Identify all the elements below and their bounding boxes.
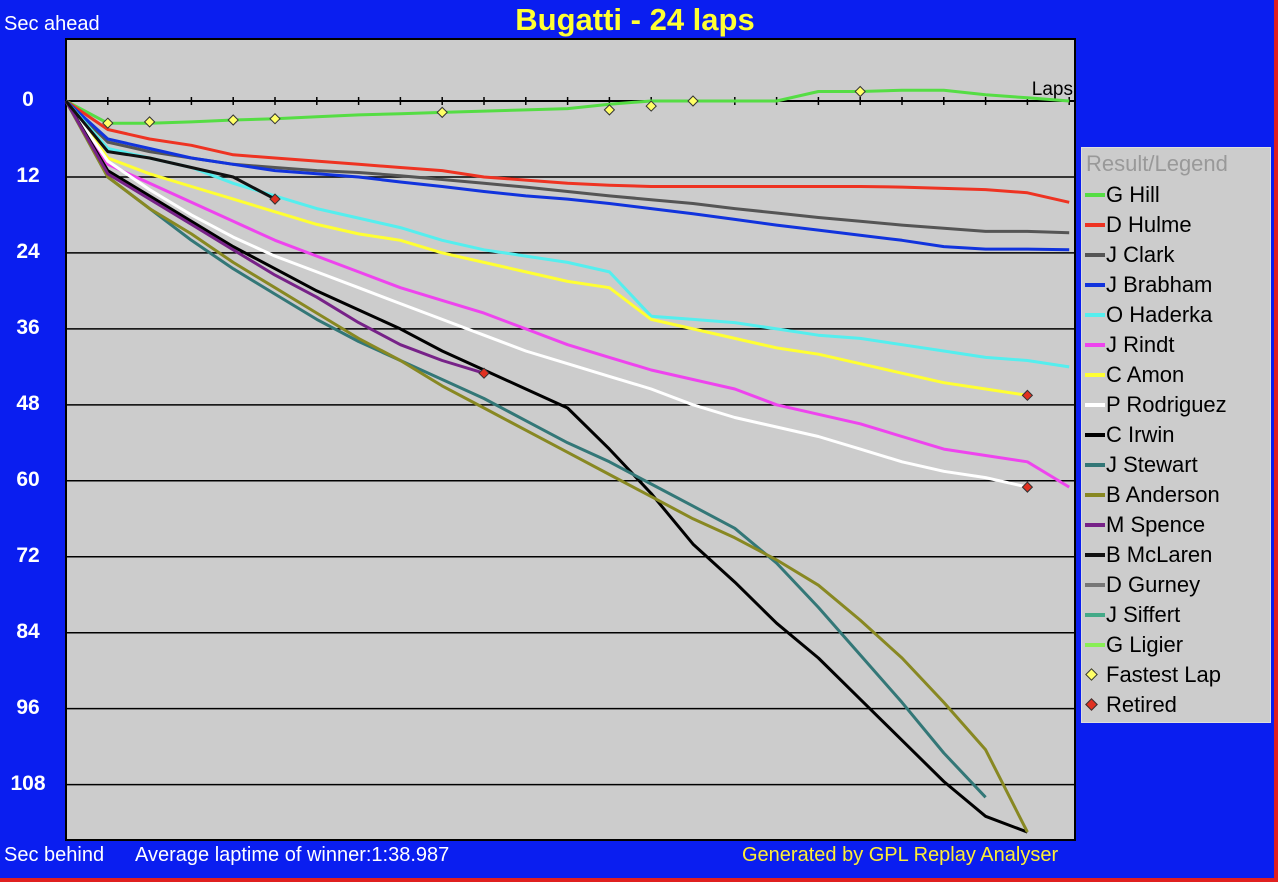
retired-marker-2	[1021, 389, 1034, 402]
legend-swatch	[1085, 643, 1105, 647]
fastest-lap-marker-7	[687, 95, 699, 107]
legend-swatch	[1085, 493, 1105, 497]
fastest-lap-marker-3	[269, 113, 281, 125]
legend-item: P Rodriguez	[1082, 390, 1270, 420]
legend-item: J Rindt	[1082, 330, 1270, 360]
legend: Result/Legend G Hill D Hulme J Clark J Brab…	[1081, 147, 1271, 723]
legend-swatch	[1085, 373, 1105, 377]
legend-swatch	[1085, 403, 1105, 407]
legend-item: J Brabham	[1082, 270, 1270, 300]
series-line-c-irwin	[64, 100, 1028, 834]
y-tick-label-0: 0	[22, 88, 34, 111]
legend-item: Fastest Lap	[1082, 660, 1270, 690]
y-tick-label-48: 48	[16, 391, 40, 415]
series-line-d-hulme	[65, 99, 1070, 204]
series-line-b-anderson	[64, 100, 1029, 833]
legend-item: O Haderka	[1082, 300, 1270, 330]
fastest-lap-marker-2	[227, 114, 239, 126]
legend-item: G Ligier	[1082, 630, 1270, 660]
legend-item: B Anderson	[1082, 480, 1270, 510]
y-tick-label-12: 12	[16, 163, 40, 187]
legend-label: G Ligier	[1106, 632, 1184, 657]
series-line-j-brabham	[64, 99, 1070, 252]
legend-swatch	[1085, 193, 1105, 197]
legend-label: B Anderson	[1106, 482, 1220, 507]
legend-title: Result/Legend	[1086, 151, 1228, 176]
y-tick-label-96: 96	[16, 695, 40, 719]
plot-area	[65, 38, 1076, 841]
chart-title: Bugatti - 24 laps	[515, 2, 755, 37]
legend-label: O Haderka	[1106, 302, 1213, 327]
legend-diamond-icon	[1085, 698, 1098, 711]
legend-label: M Spence	[1106, 512, 1206, 537]
legend-swatch	[1085, 223, 1105, 227]
legend-item: J Stewart	[1082, 450, 1270, 480]
legend-label: Fastest Lap	[1106, 662, 1221, 687]
legend-label: C Amon	[1106, 362, 1185, 387]
legend-swatch	[1085, 523, 1105, 527]
series-line-m-spence	[64, 100, 485, 375]
fastest-lap-marker-8	[854, 85, 866, 98]
legend-item: B McLaren	[1082, 540, 1270, 570]
series-line-o-haderka	[64, 100, 1070, 369]
legend-label: D Gurney	[1106, 572, 1201, 597]
retired-marker-1	[478, 367, 490, 379]
y-tick-label-72: 72	[16, 543, 40, 567]
legend-swatch	[1085, 613, 1105, 617]
generated-by-label: Generated by GPL Replay Analyser	[742, 844, 1059, 866]
legend-item: C Irwin	[1082, 420, 1270, 450]
y-tick-label-60: 60	[16, 467, 40, 491]
legend-swatch	[1085, 313, 1105, 317]
fastest-lap-marker-1	[143, 116, 156, 128]
x-axis-label: Laps	[1032, 79, 1073, 100]
retired-marker-3	[1021, 481, 1034, 493]
legend-swatch	[1085, 343, 1105, 347]
y-tick-label-24: 24	[16, 239, 40, 263]
fastest-lap-marker-4	[436, 106, 448, 119]
legend-item: C Amon	[1082, 360, 1270, 390]
legend-swatch	[1085, 253, 1105, 257]
legend-label: J Brabham	[1106, 272, 1213, 297]
retired-marker-0	[269, 193, 281, 205]
legend-label: J Clark	[1106, 242, 1175, 267]
series-line-j-rindt	[64, 100, 1070, 489]
series-line-b-mclaren	[64, 100, 276, 201]
y-axis-label-ahead: Sec ahead	[4, 13, 100, 35]
series-line-c-amon	[64, 100, 1028, 397]
y-axis-label-behind: Sec behind	[4, 844, 105, 866]
legend-label: B McLaren	[1106, 542, 1213, 567]
legend-swatch	[1085, 583, 1105, 587]
legend-item: J Clark	[1082, 240, 1270, 270]
legend-label: P Rodriguez	[1106, 392, 1227, 417]
series-line-j-stewart	[64, 100, 987, 799]
legend-swatch	[1085, 433, 1105, 437]
fastest-lap-marker-6	[645, 100, 657, 112]
legend-diamond-icon	[1085, 668, 1098, 681]
legend-label: D Hulme	[1106, 212, 1192, 237]
legend-swatch	[1085, 463, 1105, 467]
legend-label: J Rindt	[1106, 332, 1175, 357]
series-line-p-rodriguez	[64, 100, 1028, 489]
y-tick-label-108: 108	[10, 771, 46, 795]
fastest-lap-marker-0	[102, 117, 114, 129]
legend-swatch	[1085, 553, 1105, 557]
legend-swatch	[1085, 283, 1105, 287]
legend-label: G Hill	[1106, 182, 1160, 207]
legend-label: J Siffert	[1106, 602, 1181, 627]
legend-label: J Stewart	[1106, 452, 1198, 477]
legend-item: D Gurney	[1082, 570, 1270, 600]
legend-item: Retired	[1082, 690, 1270, 720]
average-laptime-label: Average laptime of winner:1:38.987	[135, 844, 450, 866]
legend-item: M Spence	[1082, 510, 1270, 540]
y-tick-label-84: 84	[16, 619, 40, 643]
legend-label: Retired	[1106, 692, 1177, 717]
y-tick-label-36: 36	[16, 315, 40, 339]
legend-item: J Siffert	[1082, 600, 1270, 630]
fastest-lap-marker-5	[603, 104, 616, 116]
legend-label: C Irwin	[1106, 422, 1175, 447]
legend-item: G Hill	[1082, 180, 1270, 210]
legend-item: D Hulme	[1082, 210, 1270, 240]
